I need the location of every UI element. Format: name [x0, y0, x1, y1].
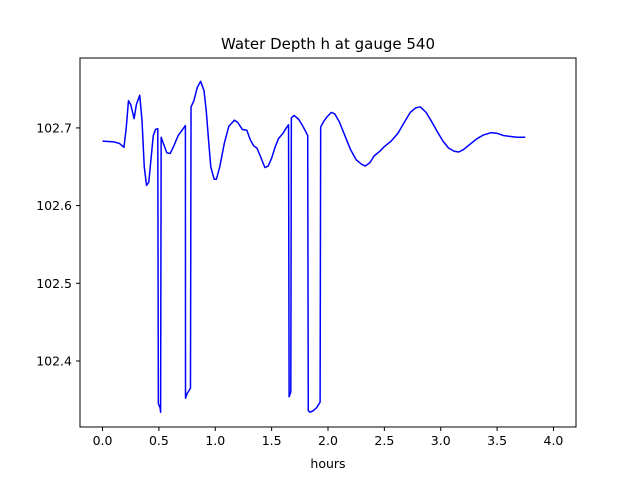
x-tick-label: 3.5 [487, 433, 507, 448]
x-tick-label: 2.5 [374, 433, 394, 448]
y-axis: 102.4 102.5 102.6 102.7 [36, 120, 80, 368]
x-tick-label: 4.0 [544, 433, 564, 448]
x-tick-label: 0.5 [149, 433, 169, 448]
y-tick-label: 102.4 [36, 353, 72, 368]
x-tick-label: 1.5 [262, 433, 282, 448]
x-axis: 0.0 0.5 1.0 1.5 2.0 2.5 3.0 3.5 4.0 [93, 427, 564, 448]
y-tick-label: 102.5 [36, 276, 72, 291]
series-line-0 [102, 80, 526, 413]
x-tick-label: 3.0 [431, 433, 451, 448]
x-tick-label: 0.0 [93, 433, 113, 448]
y-tick-label: 102.6 [36, 198, 72, 213]
chart-title: Water Depth h at gauge 540 [221, 35, 435, 53]
x-tick-label: 2.0 [318, 433, 338, 448]
y-tick-label: 102.7 [36, 120, 72, 135]
x-axis-label: hours [310, 456, 345, 471]
x-tick-label: 1.0 [205, 433, 225, 448]
plot-layer [102, 80, 526, 413]
